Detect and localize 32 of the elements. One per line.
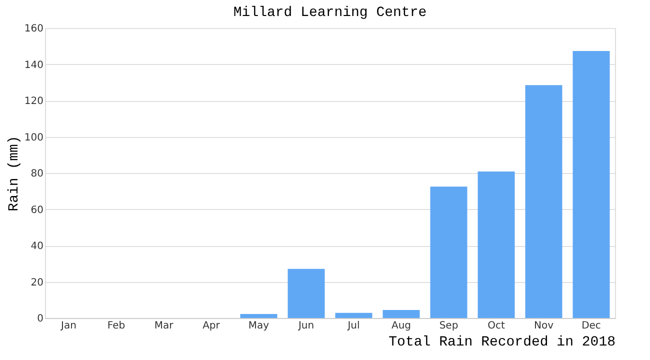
x-tick-label: Oct	[488, 320, 505, 332]
y-tick-label: 0	[37, 314, 44, 324]
x-tick-label: Apr	[202, 320, 221, 332]
bar	[335, 312, 372, 318]
x-tick-label: May	[248, 320, 270, 332]
chart-title: Millard Learning Centre	[233, 5, 427, 21]
x-tick-label: Aug	[391, 320, 412, 332]
bar	[572, 51, 610, 318]
y-tick-label: 20	[30, 277, 44, 288]
y-tick-label: 80	[30, 168, 44, 180]
x-tick-label: Dec	[582, 320, 601, 332]
x-tick-label: Nov	[534, 320, 554, 332]
bar	[382, 310, 420, 318]
bar	[288, 268, 325, 318]
y-axis-title: Rain (mm)	[6, 136, 22, 212]
y-tick-label: 60	[30, 204, 44, 216]
y-tick-label: 100	[24, 132, 44, 144]
bar	[240, 314, 278, 318]
x-tick-label: Sep	[439, 320, 458, 332]
bar	[525, 85, 562, 318]
bar	[478, 172, 515, 318]
x-tick-label: Mar	[154, 320, 174, 332]
x-tick-label: Jan	[60, 320, 76, 332]
y-tick-label: 40	[30, 241, 44, 252]
x-tick-label: Feb	[107, 320, 126, 332]
bar	[430, 186, 468, 318]
x-axis-title: Total Rain Recorded in 2018	[388, 334, 616, 350]
x-tick-label: Jun	[297, 320, 314, 332]
y-tick-label: 160	[24, 24, 44, 34]
x-tick-label: Jul	[346, 320, 360, 332]
y-tick-label: 140	[24, 60, 44, 71]
y-tick-label: 120	[24, 96, 44, 107]
